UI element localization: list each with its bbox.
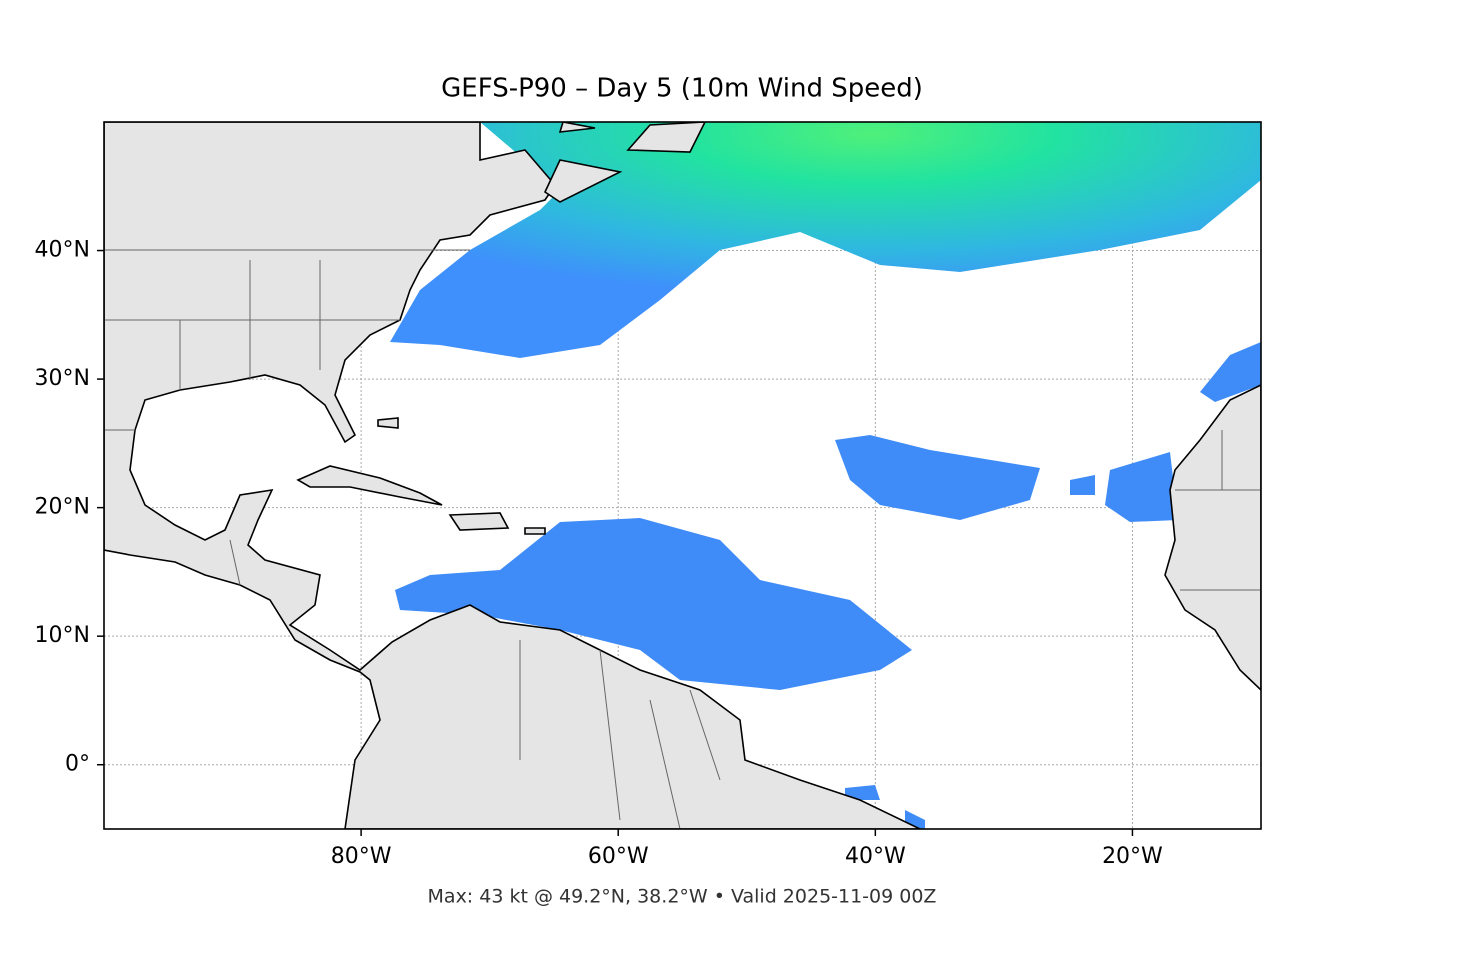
x-tick-label: 80°W xyxy=(331,844,392,869)
axes: 80°W 60°W 40°W 20°W 0° 10°N 20°N 30°N 40°N xyxy=(35,238,1164,869)
borders xyxy=(104,249,1261,829)
y-tick-label: 0° xyxy=(65,752,90,777)
x-tick-label: 60°W xyxy=(588,844,649,869)
map-frame xyxy=(103,121,1262,830)
y-tick-label: 10°N xyxy=(35,623,90,648)
y-tick-label: 40°N xyxy=(35,238,90,263)
wind-field xyxy=(845,342,1261,829)
land xyxy=(296,122,706,535)
wind-field xyxy=(395,518,912,690)
land xyxy=(1164,384,1261,692)
wind-field xyxy=(1105,452,1178,522)
chart-title: GEFS-P90 – Day 5 (10m Wind Speed) xyxy=(441,74,923,104)
map-area xyxy=(104,122,1261,829)
y-tick-label: 30°N xyxy=(35,366,90,391)
x-tick-label: 20°W xyxy=(1102,844,1163,869)
land xyxy=(104,122,921,829)
y-tick-label: 20°N xyxy=(35,495,90,520)
x-tick-label: 40°W xyxy=(845,844,906,869)
wind-field xyxy=(390,122,1261,358)
footer: Max: 43 kt @ 49.2°N, 38.2°W • Valid 2025… xyxy=(428,886,937,908)
wind-field xyxy=(835,435,1095,520)
